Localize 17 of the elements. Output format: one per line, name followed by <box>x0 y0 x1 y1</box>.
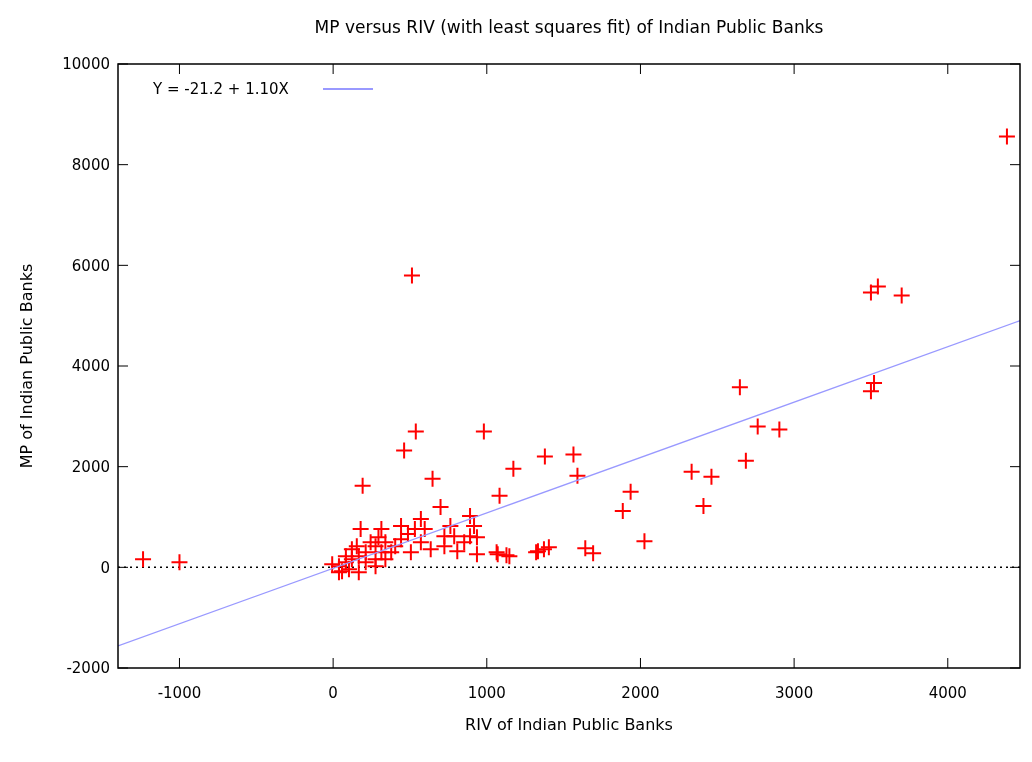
y-tick-label: 4000 <box>71 357 110 376</box>
y-tick-label: 8000 <box>71 155 110 174</box>
x-tick-label: 0 <box>328 684 338 702</box>
x-tick-label: 1000 <box>467 684 506 702</box>
y-tick-label: 2000 <box>71 457 110 476</box>
y-tick-label: 0 <box>100 558 110 577</box>
legend-label: Y = -21.2 + 1.10X <box>152 80 289 99</box>
y-tick-label: 10000 <box>62 55 110 74</box>
x-axis-title: RIV of Indian Public Banks <box>465 715 673 734</box>
x-tick-label: 3000 <box>775 684 814 702</box>
y-axis-title: MP of Indian Public Banks <box>17 263 36 469</box>
x-tick-label: 2000 <box>621 684 660 702</box>
chart-title: MP versus RIV (with least squares fit) of Indian Public Banks <box>314 17 824 37</box>
y-tick-label: -2000 <box>66 659 110 678</box>
x-tick-label: -1000 <box>157 684 202 702</box>
x-tick-label: 4000 <box>928 684 967 702</box>
y-tick-label: 6000 <box>71 256 110 275</box>
